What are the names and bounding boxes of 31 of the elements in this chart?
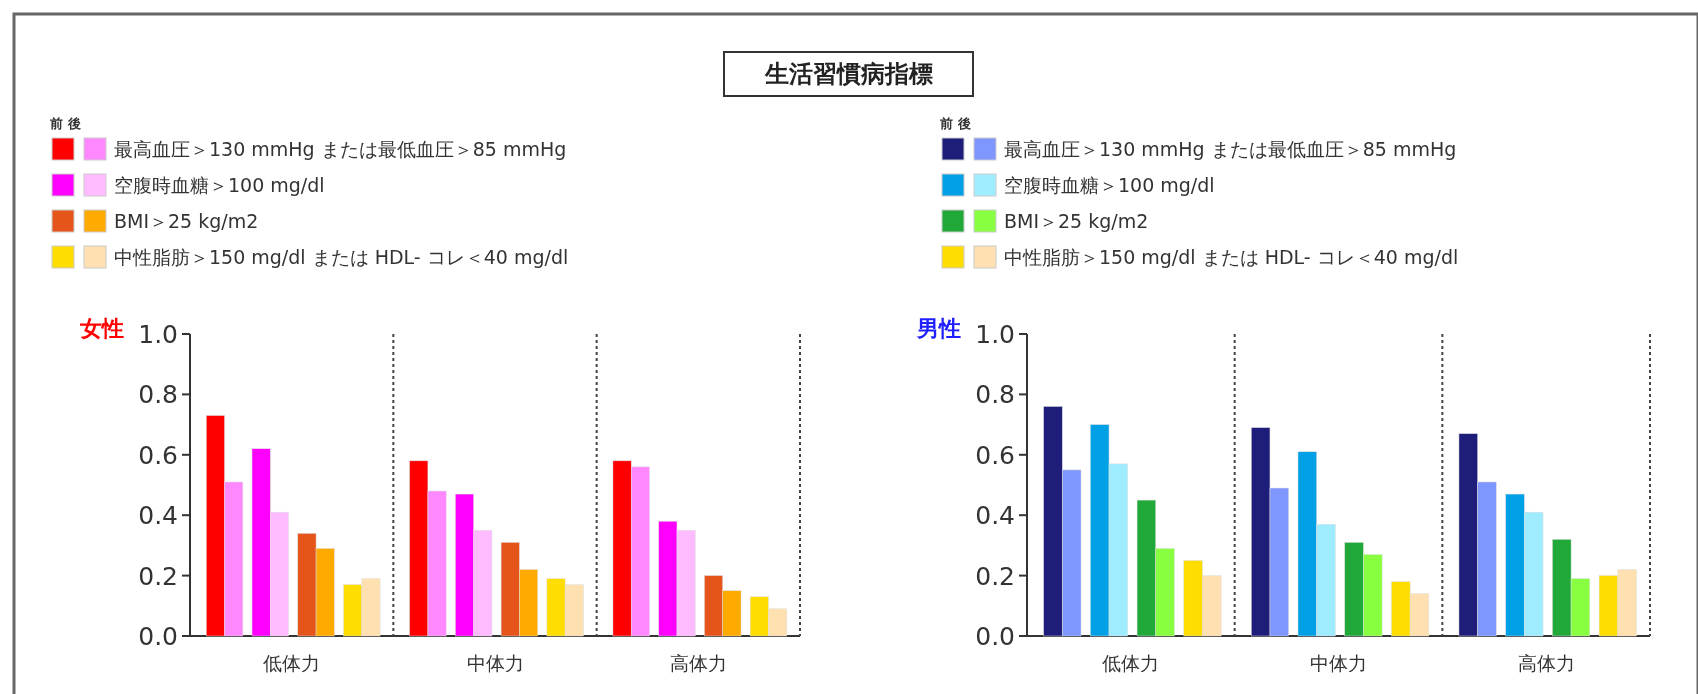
legend-label: BMI＞25 kg/m2 [114, 210, 259, 232]
y-tick-label: 0.2 [975, 561, 1015, 591]
y-tick-label: 0.4 [138, 501, 178, 531]
x-tick-label: 中体力 [466, 652, 524, 674]
y-tick-label: 0.4 [975, 501, 1015, 531]
y-tick-label: 0.0 [138, 622, 178, 651]
y-tick-label: 1.0 [138, 320, 178, 349]
legend-label: 空腹時血糖＞100 mg/dl [1004, 174, 1215, 196]
y-axis-title: 女性 [79, 316, 124, 341]
y-tick-label: 0.8 [138, 380, 178, 410]
legend-label: 空腹時血糖＞100 mg/dl [114, 174, 325, 196]
legend-label: 最高血圧＞130 mmHg または最低血圧＞85 mmHg [114, 138, 567, 160]
y-tick-label: 1.0 [975, 320, 1015, 349]
y-tick-label: 0.2 [138, 561, 178, 591]
legend-label: 中性脂肪＞150 mg/dl または HDL- コレ＜40 mg/dl [1004, 246, 1459, 268]
y-tick-label: 0.6 [975, 440, 1015, 470]
legend-label: BMI＞25 kg/m2 [1004, 210, 1149, 232]
legend-label: 中性脂肪＞150 mg/dl または HDL- コレ＜40 mg/dl [114, 246, 569, 268]
x-tick-label: 低体力 [1102, 652, 1160, 674]
x-tick-label: 低体力 [263, 652, 321, 674]
y-axis-title: 男性 [916, 316, 961, 341]
x-tick-label: 中体力 [1310, 652, 1367, 674]
legend-title: 前 後 [939, 116, 971, 131]
y-tick-label: 0.8 [975, 380, 1015, 410]
legend-title: 前 後 [49, 116, 81, 131]
text: 生活習慣病指標 [764, 60, 933, 88]
legend-label: 最高血圧＞130 mmHg または最低血圧＞85 mmHg [1004, 138, 1457, 160]
y-tick-label: 0.0 [975, 622, 1015, 651]
x-tick-label: 高体力 [1517, 652, 1575, 674]
x-tick-label: 高体力 [669, 652, 727, 674]
y-tick-label: 0.6 [138, 440, 178, 470]
